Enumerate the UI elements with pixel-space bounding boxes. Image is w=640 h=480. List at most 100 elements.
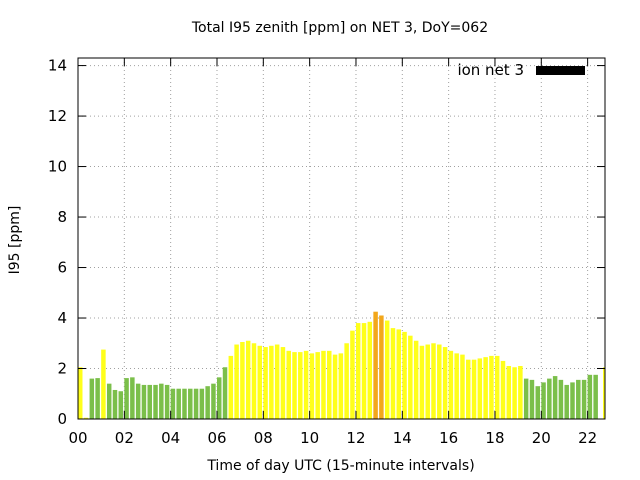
bars — [78, 311, 605, 419]
bar — [564, 384, 569, 419]
bar — [581, 379, 587, 419]
bar — [576, 379, 581, 419]
bar — [419, 345, 425, 419]
bar — [199, 388, 205, 419]
bar — [164, 384, 170, 419]
bar — [512, 367, 517, 419]
bar — [135, 383, 141, 419]
bar — [367, 321, 373, 419]
y-tick-label: 12 — [48, 107, 67, 125]
bar — [216, 377, 222, 419]
bar — [176, 388, 181, 419]
bar — [112, 389, 118, 419]
bar — [159, 383, 164, 419]
bar — [321, 350, 326, 419]
bar — [523, 378, 529, 419]
bar — [483, 357, 488, 419]
bar — [205, 386, 210, 419]
bar — [402, 331, 407, 419]
bar — [361, 323, 367, 419]
bar — [454, 353, 459, 419]
bar — [101, 349, 106, 419]
bar — [188, 388, 193, 419]
bar — [442, 347, 448, 419]
bar — [315, 352, 320, 419]
x-tick-label: 08 — [254, 429, 273, 447]
bar — [396, 329, 402, 419]
y-axis-label: I95 [ppm] — [7, 206, 23, 275]
bar — [344, 343, 349, 419]
x-tick-label: 04 — [161, 429, 180, 447]
x-tick-label: 14 — [393, 429, 412, 447]
bar — [593, 374, 598, 419]
bar — [280, 347, 286, 419]
bar — [130, 377, 135, 419]
bar — [603, 367, 605, 419]
legend-swatch — [536, 66, 585, 75]
bar — [448, 350, 454, 419]
bar — [373, 311, 378, 419]
bar — [286, 350, 291, 419]
bar — [234, 344, 239, 419]
bar — [587, 374, 593, 419]
bar — [182, 388, 187, 419]
bar — [222, 367, 228, 419]
y-tick-label: 4 — [57, 309, 67, 327]
legend: ion net 3 — [457, 61, 585, 79]
bar — [245, 340, 251, 419]
bar — [384, 320, 390, 419]
bar — [547, 378, 552, 419]
x-tick-label: 12 — [346, 429, 365, 447]
bar — [274, 344, 280, 419]
y-tick-label: 0 — [57, 410, 67, 428]
bar — [518, 365, 523, 419]
bar — [437, 344, 442, 419]
bar — [500, 360, 506, 419]
bar — [193, 388, 199, 419]
bar — [228, 355, 234, 419]
bar — [379, 315, 384, 419]
bar — [332, 354, 338, 419]
y-tick-label: 10 — [48, 158, 67, 176]
y-tick-label: 2 — [57, 360, 67, 378]
bar — [298, 352, 303, 419]
bar — [147, 384, 152, 419]
bar — [292, 352, 297, 419]
bar — [529, 379, 535, 419]
x-tick-label: 00 — [68, 429, 87, 447]
bar — [211, 383, 216, 419]
bar — [263, 347, 268, 419]
bar — [89, 378, 95, 419]
bar — [460, 354, 465, 419]
chart-title: Total I95 zenith [ppm] on NET 3, DoY=062 — [191, 20, 488, 36]
y-tick-label: 14 — [48, 57, 67, 75]
bar — [471, 359, 477, 419]
x-tick-label: 02 — [115, 429, 134, 447]
bar — [541, 382, 546, 419]
x-tick-label: 06 — [207, 429, 226, 447]
bar — [466, 359, 471, 419]
bar — [558, 379, 564, 419]
bar — [106, 383, 112, 419]
bar — [124, 378, 129, 419]
x-tick-label: 10 — [300, 429, 319, 447]
bar — [494, 355, 500, 419]
bar — [570, 382, 575, 419]
bar — [303, 350, 309, 419]
bar — [95, 378, 100, 419]
bar — [153, 384, 158, 419]
bar — [78, 367, 83, 419]
bar — [477, 358, 483, 419]
bar — [170, 388, 176, 419]
bar — [350, 330, 355, 419]
x-tick-label: 22 — [578, 429, 597, 447]
bar — [431, 343, 436, 419]
y-tick-label: 6 — [57, 259, 67, 277]
bar — [489, 355, 494, 419]
x-tick-label: 18 — [485, 429, 504, 447]
plot-frame — [77, 57, 606, 420]
x-tick-label: 20 — [532, 429, 551, 447]
bar — [425, 344, 430, 419]
